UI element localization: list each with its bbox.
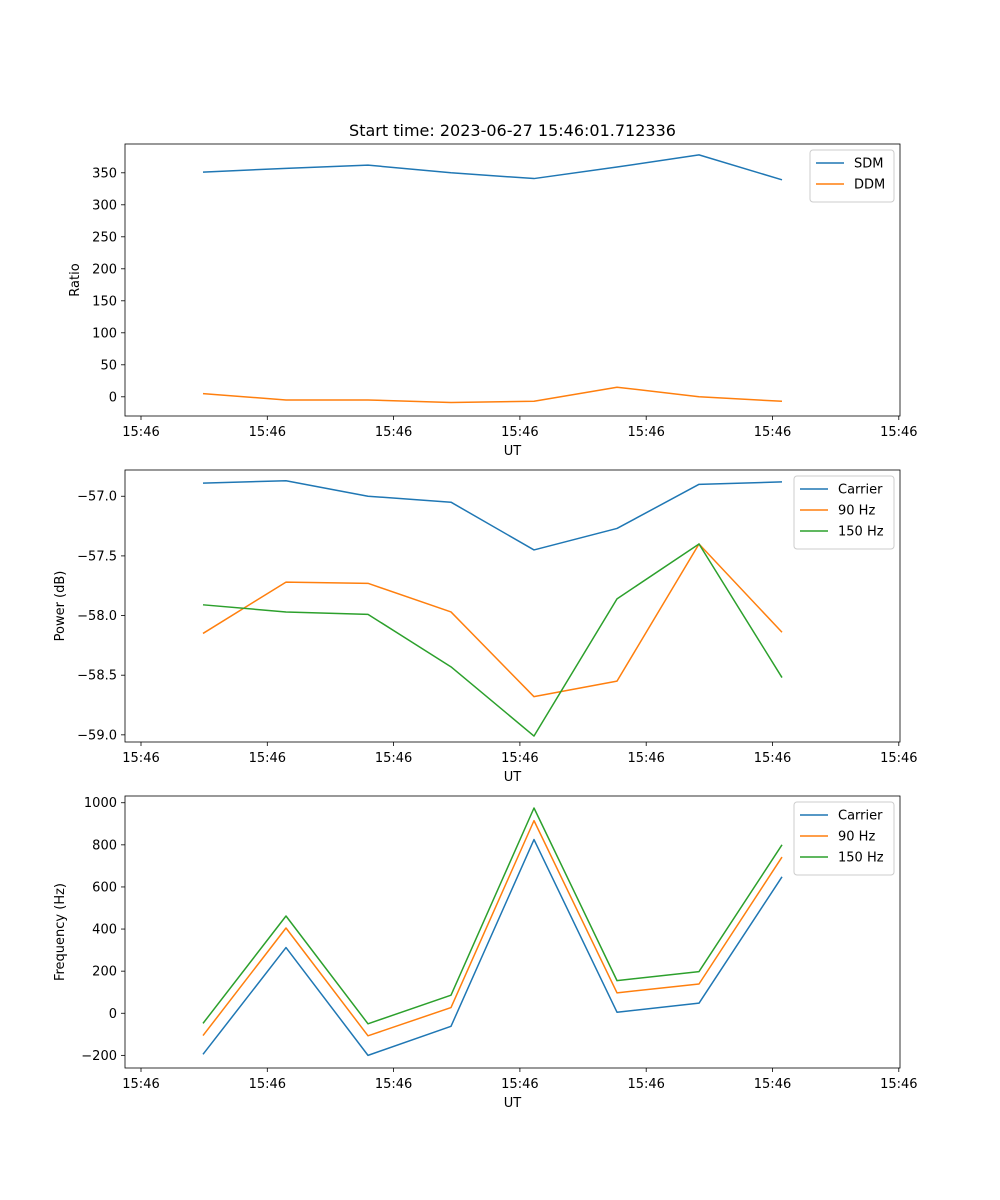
series-line-carrier [202, 479, 783, 551]
x-axis-label: UT [504, 444, 522, 459]
y-tick-label: 250 [92, 230, 117, 245]
y-tick-label: 400 [92, 923, 117, 938]
legend-label: 150 Hz [838, 525, 884, 540]
x-tick-label: 15:46 [754, 1077, 791, 1092]
y-tick-label: 200 [92, 965, 117, 980]
y-tick-label: −200 [81, 1049, 117, 1064]
y-tick-label: 300 [92, 198, 117, 213]
y-tick-label: 600 [92, 880, 117, 895]
x-tick-label: 15:46 [627, 751, 664, 766]
legend: Carrier 90 Hz 150 Hz [793, 801, 895, 876]
x-tick-label: 15:46 [501, 425, 538, 440]
legend: Carrier 90 Hz 150 Hz [793, 475, 895, 550]
y-tick-label: −57.5 [77, 549, 117, 564]
series-line-90-hz [202, 819, 783, 1037]
y-axis-label: Frequency (Hz) [53, 883, 68, 981]
legend-label: Carrier [838, 483, 883, 498]
legend: SDM DDM [809, 149, 895, 203]
y-tick-label: 200 [92, 262, 117, 277]
series-line-90-hz [202, 543, 783, 698]
panel-1: Start time: 2023-06-27 15:46:01.712336 15… [68, 121, 918, 459]
axes-frame [124, 469, 901, 743]
x-tick-label: 15:46 [249, 751, 286, 766]
x-tick-label: 15:46 [880, 1077, 917, 1092]
y-tick-label: −58.0 [77, 609, 117, 624]
legend-label: 90 Hz [838, 504, 875, 519]
x-tick-label: 15:46 [627, 1077, 664, 1092]
y-tick-label: 150 [92, 294, 117, 309]
x-tick-label: 15:46 [880, 751, 917, 766]
y-tick-label: 0 [109, 390, 117, 405]
x-tick-label: 15:46 [375, 751, 412, 766]
x-tick-label: 15:46 [122, 425, 159, 440]
y-tick-label: 0 [109, 1007, 117, 1022]
y-tick-label: 1000 [84, 796, 117, 811]
series-line-150-hz [202, 807, 783, 1025]
series-line-sdm [202, 154, 783, 181]
x-tick-label: 15:46 [375, 425, 412, 440]
axes-frame [124, 143, 901, 417]
legend-label: DDM [854, 178, 885, 193]
axes-frame [124, 795, 901, 1069]
y-tick-label: 100 [92, 326, 117, 341]
y-tick-label: −58.5 [77, 669, 117, 684]
x-tick-label: 15:46 [375, 1077, 412, 1092]
x-tick-label: 15:46 [501, 751, 538, 766]
series-line-150-hz [202, 543, 783, 737]
y-tick-label: −57.0 [77, 490, 117, 505]
y-axis-label: Power (dB) [53, 571, 68, 642]
x-tick-label: 15:46 [249, 425, 286, 440]
x-tick-label: 15:46 [754, 751, 791, 766]
x-tick-label: 15:46 [754, 425, 791, 440]
legend-label: Carrier [838, 809, 883, 824]
panel-3: 15:4615:4615:4615:4615:4615:4615:4615:47… [53, 795, 918, 1111]
y-axis-label: Ratio [68, 263, 83, 296]
y-tick-label: 350 [92, 166, 117, 181]
series-line-ddm [202, 386, 783, 404]
x-tick-label: 15:46 [880, 425, 917, 440]
x-tick-label: 15:46 [249, 1077, 286, 1092]
x-tick-label: 15:46 [122, 1077, 159, 1092]
y-tick-label: −59.0 [77, 728, 117, 743]
x-axis-label: UT [504, 1096, 522, 1111]
legend-label: 150 Hz [838, 851, 884, 866]
chart-title: Start time: 2023-06-27 15:46:01.712336 [349, 121, 676, 140]
y-tick-label: 50 [100, 358, 117, 373]
x-tick-label: 15:46 [122, 751, 159, 766]
series-line-carrier [202, 838, 783, 1057]
legend-label: 90 Hz [838, 830, 875, 845]
x-tick-label: 15:46 [501, 1077, 538, 1092]
legend-label: SDM [854, 157, 883, 172]
panel-2: 15:4615:4615:4615:4615:4615:4615:4615:47… [53, 469, 918, 785]
x-axis-label: UT [504, 770, 522, 785]
y-tick-label: 800 [92, 838, 117, 853]
x-tick-label: 15:46 [627, 425, 664, 440]
